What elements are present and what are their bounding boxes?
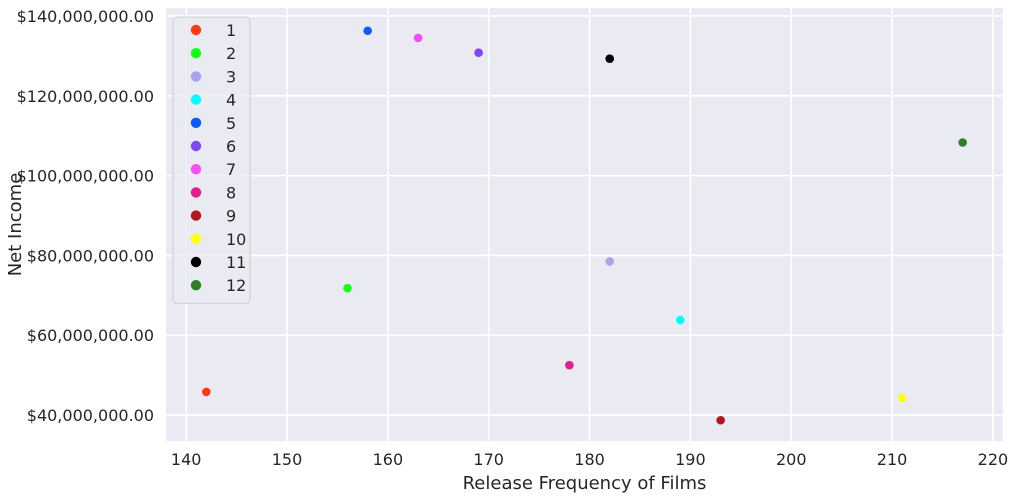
legend-label-8: 8 <box>226 183 236 202</box>
legend-marker-8 <box>190 187 202 198</box>
plot-area <box>166 8 1003 441</box>
data-point-4 <box>676 315 685 325</box>
data-point-10 <box>897 393 907 403</box>
x-tick-label: 210 <box>877 450 908 469</box>
y-tick-label: $60,000,000.00 <box>27 326 154 345</box>
data-point-8 <box>565 360 574 370</box>
legend-marker-5 <box>190 117 202 128</box>
data-point-12 <box>958 138 967 147</box>
data-point-1 <box>202 387 211 397</box>
data-point-6 <box>474 48 483 57</box>
x-tick-label: 170 <box>473 450 504 469</box>
x-tick-label: 140 <box>171 450 202 469</box>
data-points <box>202 26 967 425</box>
legend-marker-3 <box>190 71 202 82</box>
legend-label-7: 7 <box>226 160 236 179</box>
x-axis-label: Release Frequency of Films <box>463 473 707 494</box>
x-tick-label: 220 <box>978 450 1009 469</box>
grid-lines <box>166 8 1003 441</box>
x-tick-label: 190 <box>675 450 706 469</box>
legend-marker-7 <box>190 164 202 175</box>
y-tick-label: $100,000,000.00 <box>17 167 154 186</box>
data-point-7 <box>413 33 423 43</box>
legend-marker-10 <box>190 233 202 244</box>
legend-label-2: 2 <box>226 44 236 63</box>
y-axis-label: Net Income <box>5 173 26 277</box>
legend-label-1: 1 <box>226 21 236 40</box>
x-tick-label: 200 <box>776 450 807 469</box>
data-point-9 <box>716 415 725 425</box>
x-tick-label: 180 <box>574 450 605 469</box>
legend-label-3: 3 <box>226 67 236 86</box>
legend-marker-6 <box>190 140 202 152</box>
data-point-5 <box>363 26 372 36</box>
legend-label-6: 6 <box>226 137 236 156</box>
legend-marker-11 <box>190 256 202 268</box>
legend-marker-2 <box>190 48 202 59</box>
legend-marker-1 <box>190 24 202 36</box>
x-tick-labels: 140 150 160 170 180 190 200 210 220 <box>171 450 1008 469</box>
legend-box <box>172 16 251 304</box>
data-point-11 <box>605 54 615 63</box>
legend-label-11: 11 <box>226 253 246 272</box>
legend-label-9: 9 <box>226 207 236 226</box>
data-point-3 <box>605 257 615 266</box>
y-tick-label: $80,000,000.00 <box>27 246 154 265</box>
y-tick-label: $140,000,000.00 <box>17 7 154 26</box>
x-tick-label: 150 <box>272 450 303 469</box>
legend-label-4: 4 <box>226 91 236 110</box>
legend-marker-9 <box>190 210 202 221</box>
y-tick-labels: $40,000,000.00 $60,000,000.00 $80,000,000.… <box>17 7 154 425</box>
legend-label-5: 5 <box>226 114 236 133</box>
y-tick-label: $40,000,000.00 <box>27 406 154 425</box>
legend-label-12: 12 <box>226 276 246 295</box>
legend-label-10: 10 <box>226 230 246 249</box>
legend-marker-12 <box>190 280 202 291</box>
legend-marker-4 <box>190 94 202 105</box>
x-tick-label: 160 <box>373 450 404 469</box>
data-point-2 <box>343 283 352 293</box>
y-tick-label: $120,000,000.00 <box>17 87 154 106</box>
